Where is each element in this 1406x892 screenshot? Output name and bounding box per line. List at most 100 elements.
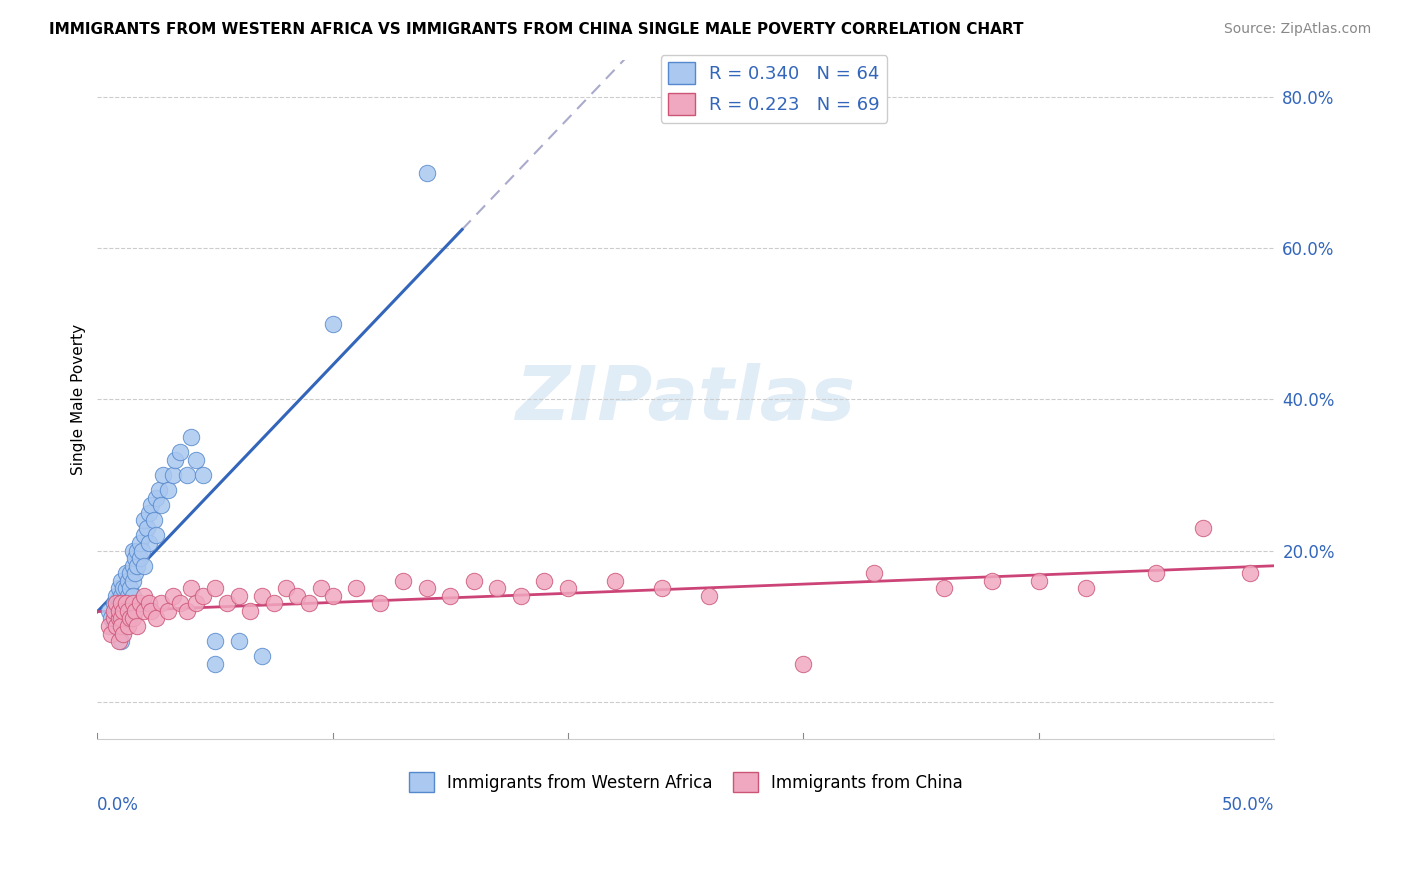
Point: [344, 581, 367, 595]
Point: [416, 166, 439, 180]
Point: [124, 604, 146, 618]
Point: [124, 566, 146, 581]
Point: [112, 596, 135, 610]
Point: [114, 581, 136, 595]
Point: [105, 596, 128, 610]
Point: [110, 634, 132, 648]
Point: [112, 604, 135, 618]
Point: [138, 536, 160, 550]
Point: [107, 611, 129, 625]
Point: [134, 589, 156, 603]
Point: [169, 445, 191, 459]
Point: [128, 551, 150, 566]
Point: [120, 581, 142, 595]
Point: [309, 581, 332, 595]
Point: [100, 611, 122, 625]
Point: [112, 581, 135, 595]
Point: [131, 543, 153, 558]
Point: [110, 619, 132, 633]
Point: [110, 604, 132, 618]
Point: [204, 634, 226, 648]
Point: [1074, 581, 1097, 595]
Y-axis label: Single Male Poverty: Single Male Poverty: [72, 324, 86, 475]
Point: [149, 498, 172, 512]
Point: [134, 528, 156, 542]
Point: [112, 611, 135, 625]
Point: [1239, 566, 1261, 581]
Point: [1028, 574, 1050, 588]
Point: [120, 611, 142, 625]
Point: [186, 453, 208, 467]
Point: [141, 604, 163, 618]
Point: [110, 589, 132, 603]
Point: [392, 574, 415, 588]
Point: [127, 543, 149, 558]
Point: [204, 657, 226, 671]
Point: [180, 581, 202, 595]
Point: [121, 574, 143, 588]
Point: [215, 596, 238, 610]
Point: [117, 589, 139, 603]
Point: [145, 491, 167, 505]
Text: ZIPatlas: ZIPatlas: [516, 363, 856, 436]
Point: [107, 634, 129, 648]
Point: [100, 626, 122, 640]
Text: IMMIGRANTS FROM WESTERN AFRICA VS IMMIGRANTS FROM CHINA SINGLE MALE POVERTY CORR: IMMIGRANTS FROM WESTERN AFRICA VS IMMIGR…: [49, 22, 1024, 37]
Point: [121, 611, 143, 625]
Point: [439, 589, 461, 603]
Point: [120, 566, 142, 581]
Point: [250, 589, 273, 603]
Point: [110, 611, 132, 625]
Point: [163, 453, 186, 467]
Point: [110, 574, 132, 588]
Text: Source: ZipAtlas.com: Source: ZipAtlas.com: [1223, 22, 1371, 37]
Point: [463, 574, 485, 588]
Point: [117, 574, 139, 588]
Point: [121, 589, 143, 603]
Point: [1144, 566, 1167, 581]
Point: [148, 483, 170, 497]
Point: [105, 604, 128, 618]
Point: [863, 566, 886, 581]
Point: [186, 596, 208, 610]
Point: [107, 611, 129, 625]
Point: [368, 596, 391, 610]
Point: [176, 604, 198, 618]
Point: [138, 506, 160, 520]
Text: 50.0%: 50.0%: [1222, 796, 1274, 814]
Point: [176, 467, 198, 482]
Point: [193, 467, 215, 482]
Point: [117, 619, 139, 633]
Point: [298, 596, 321, 610]
Point: [152, 467, 174, 482]
Point: [121, 558, 143, 573]
Point: [509, 589, 531, 603]
Point: [145, 528, 167, 542]
Point: [1192, 521, 1215, 535]
Point: [156, 483, 179, 497]
Point: [263, 596, 285, 610]
Point: [557, 581, 579, 595]
Point: [145, 611, 167, 625]
Point: [322, 589, 344, 603]
Point: [169, 596, 191, 610]
Point: [103, 611, 125, 625]
Point: [105, 619, 128, 633]
Point: [141, 498, 163, 512]
Point: [105, 589, 128, 603]
Point: [128, 596, 150, 610]
Point: [980, 574, 1002, 588]
Point: [250, 649, 273, 664]
Point: [603, 574, 626, 588]
Point: [107, 604, 129, 618]
Point: [114, 596, 136, 610]
Point: [134, 513, 156, 527]
Point: [135, 521, 157, 535]
Point: [98, 604, 121, 618]
Point: [193, 589, 215, 603]
Point: [322, 317, 344, 331]
Point: [121, 543, 143, 558]
Point: [697, 589, 720, 603]
Point: [117, 604, 139, 618]
Point: [112, 626, 135, 640]
